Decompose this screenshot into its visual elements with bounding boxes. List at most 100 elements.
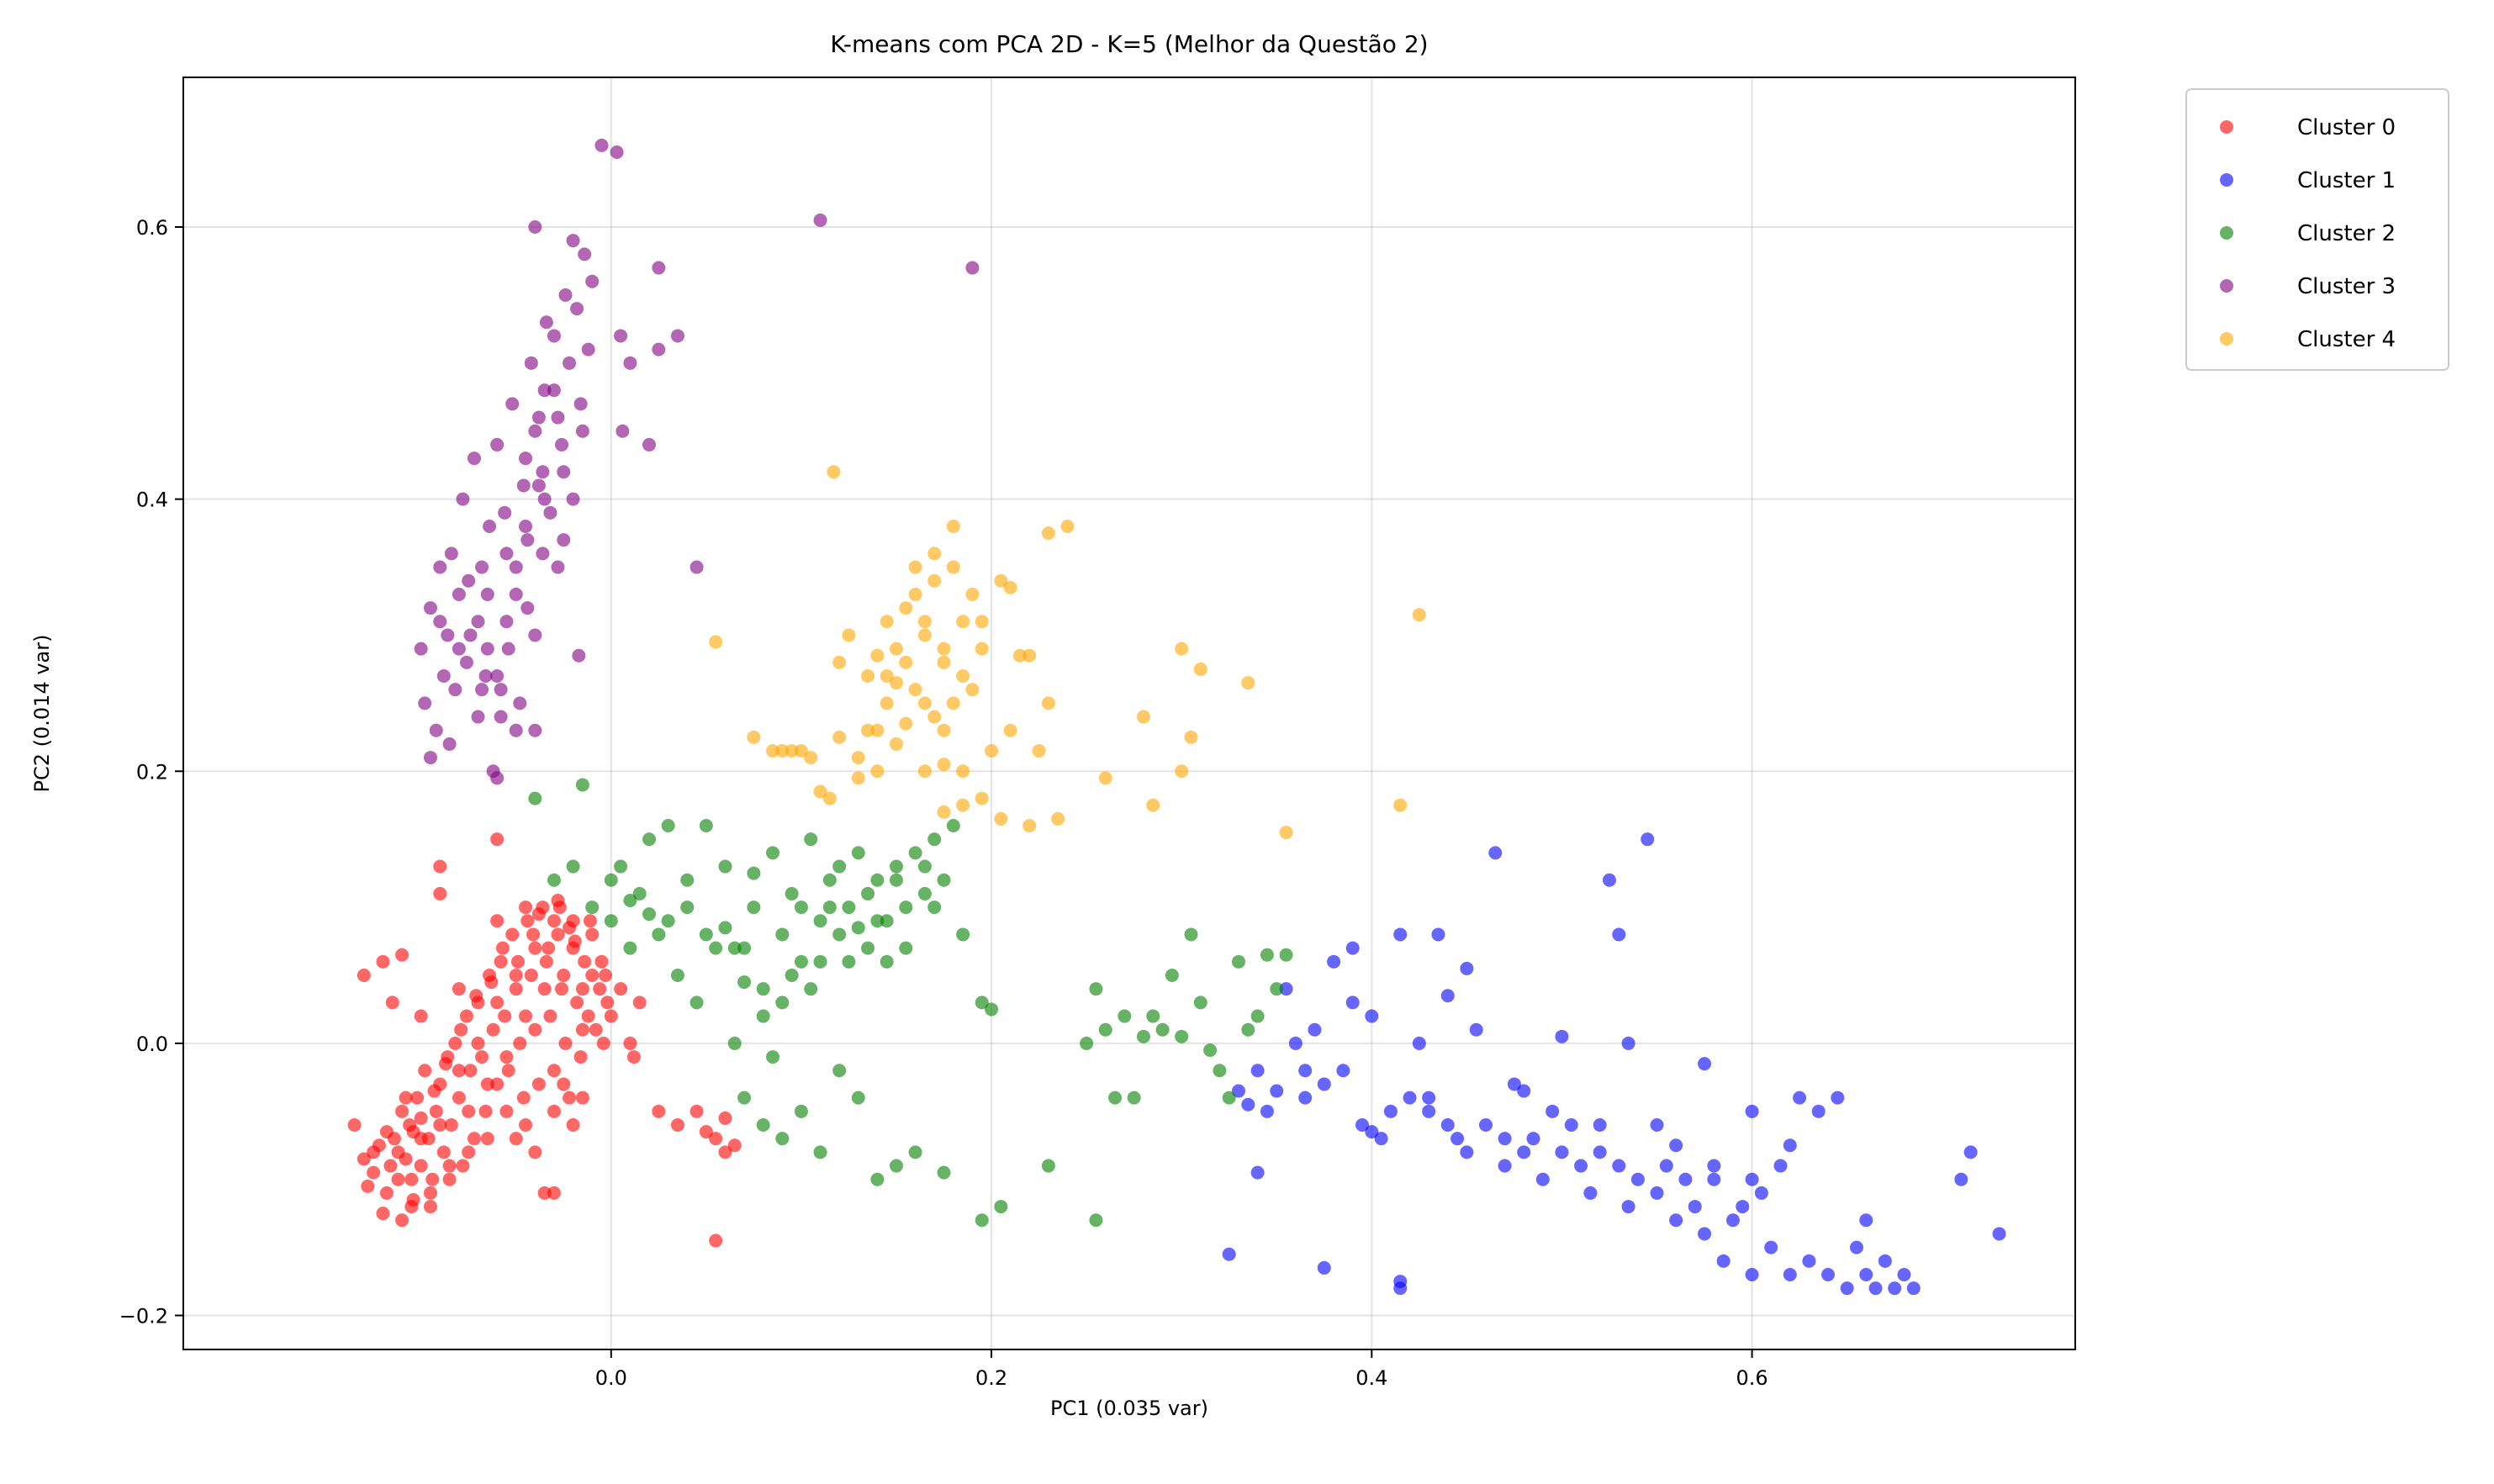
cluster-2-point bbox=[1089, 982, 1103, 996]
cluster-0-point bbox=[528, 1022, 542, 1037]
cluster-1-point bbox=[1736, 1200, 1750, 1214]
cluster-4-point bbox=[908, 587, 922, 601]
cluster-4-point bbox=[937, 655, 951, 669]
cluster-3-point bbox=[551, 410, 565, 425]
cluster-4-point bbox=[880, 669, 894, 683]
cluster-3-point bbox=[452, 587, 466, 601]
cluster-1-point bbox=[1241, 1097, 1255, 1112]
cluster-0-point bbox=[623, 1036, 637, 1050]
cluster-2-point bbox=[842, 900, 856, 915]
cluster-0-point bbox=[459, 1009, 473, 1023]
cluster-4-point bbox=[1022, 648, 1037, 663]
cluster-1-point bbox=[1602, 873, 1616, 887]
cluster-2-point bbox=[661, 914, 675, 928]
cluster-2-point bbox=[775, 995, 790, 1010]
cluster-3-point bbox=[585, 274, 600, 288]
cluster-4-point bbox=[1184, 730, 1198, 744]
cluster-3-point bbox=[433, 615, 447, 629]
cluster-0-point bbox=[509, 982, 523, 996]
cluster-4-point bbox=[827, 465, 841, 479]
cluster-3-point bbox=[490, 771, 505, 785]
cluster-1-point bbox=[1535, 1172, 1550, 1186]
legend-label: Cluster 4 bbox=[2297, 327, 2396, 352]
cluster-0-point bbox=[589, 1022, 603, 1037]
cluster-2-point bbox=[870, 873, 885, 887]
cluster-2-point bbox=[1146, 1009, 1160, 1023]
cluster-2-point bbox=[813, 914, 827, 928]
cluster-2-point bbox=[1279, 948, 1293, 962]
cluster-0-point bbox=[433, 859, 447, 874]
cluster-3-point bbox=[566, 234, 580, 248]
legend-label: Cluster 0 bbox=[2297, 115, 2396, 140]
cluster-0-point bbox=[444, 1118, 458, 1132]
cluster-3-point bbox=[471, 710, 485, 724]
y-axis-label: PC2 (0.014 var) bbox=[30, 635, 54, 793]
cluster-2-point bbox=[927, 900, 942, 915]
cluster-1-point bbox=[1270, 1084, 1284, 1098]
cluster-4-point bbox=[1012, 648, 1027, 663]
cluster-2-point bbox=[680, 873, 695, 887]
cluster-0-point bbox=[494, 954, 508, 969]
cluster-0-point bbox=[490, 914, 505, 928]
cluster-0-point bbox=[547, 1186, 561, 1200]
cluster-0-point bbox=[442, 1159, 457, 1173]
cluster-0-point bbox=[528, 1145, 542, 1159]
cluster-2-point bbox=[652, 927, 666, 942]
cluster-1-point bbox=[1716, 1254, 1730, 1268]
cluster-4-point bbox=[1022, 819, 1037, 832]
cluster-1-point bbox=[1403, 1091, 1417, 1105]
cluster-2-point bbox=[1136, 1029, 1150, 1043]
cluster-4-point bbox=[927, 573, 942, 588]
cluster-3-point bbox=[570, 302, 584, 316]
cluster-3-point bbox=[531, 410, 546, 425]
cluster-4-point bbox=[842, 628, 856, 642]
cluster-0-point bbox=[690, 1104, 704, 1118]
cluster-1-point bbox=[1574, 1159, 1588, 1173]
cluster-4-point bbox=[1136, 710, 1150, 724]
cluster-0-point bbox=[379, 1125, 394, 1139]
cluster-1-point bbox=[1345, 995, 1360, 1010]
cluster-2-point bbox=[870, 914, 885, 928]
cluster-4-point bbox=[870, 723, 885, 737]
cluster-3-point bbox=[537, 492, 552, 506]
cluster-4-point bbox=[899, 655, 913, 669]
cluster-1-point bbox=[1831, 1091, 1845, 1105]
cluster-2-point bbox=[880, 954, 894, 969]
cluster-1-point bbox=[1517, 1145, 1531, 1159]
cluster-2-point bbox=[832, 859, 847, 874]
cluster-2-point bbox=[727, 941, 742, 955]
cluster-0-point bbox=[480, 1132, 494, 1146]
cluster-3-point bbox=[490, 669, 505, 683]
cluster-1-point bbox=[1859, 1213, 1873, 1228]
cluster-1-point bbox=[1498, 1132, 1512, 1146]
cluster-0-point bbox=[594, 954, 609, 969]
cluster-2-point bbox=[861, 941, 875, 955]
cluster-1-point bbox=[1308, 1022, 1322, 1037]
cluster-2-point bbox=[775, 927, 790, 942]
cluster-2-point bbox=[747, 866, 761, 880]
cluster-2-point bbox=[642, 832, 657, 847]
cluster-0-point bbox=[570, 995, 584, 1010]
cluster-3-point bbox=[551, 560, 565, 574]
cluster-3-point bbox=[536, 547, 550, 561]
cluster-3-point bbox=[616, 424, 630, 438]
cluster-2-point bbox=[908, 846, 922, 860]
cluster-3-point bbox=[557, 533, 571, 547]
cluster-3-point bbox=[614, 329, 628, 343]
cluster-4-point bbox=[994, 573, 1008, 588]
cluster-3-point bbox=[480, 587, 494, 601]
cluster-2-point bbox=[604, 873, 618, 887]
cluster-1-point bbox=[1250, 1064, 1265, 1078]
cluster-4-point bbox=[709, 635, 723, 649]
cluster-1-point bbox=[1222, 1247, 1236, 1261]
cluster-4-point bbox=[832, 730, 847, 744]
cluster-3-point bbox=[505, 397, 520, 411]
cluster-0-point bbox=[510, 954, 525, 969]
x-tick-label: 0.2 bbox=[975, 1366, 1007, 1390]
cluster-2-point bbox=[718, 921, 732, 935]
cluster-1-point bbox=[1393, 1275, 1408, 1289]
cluster-2-point bbox=[737, 1091, 752, 1105]
cluster-1-point bbox=[1498, 1159, 1512, 1173]
cluster-2-point bbox=[775, 1132, 790, 1146]
cluster-4-point bbox=[1041, 696, 1055, 710]
